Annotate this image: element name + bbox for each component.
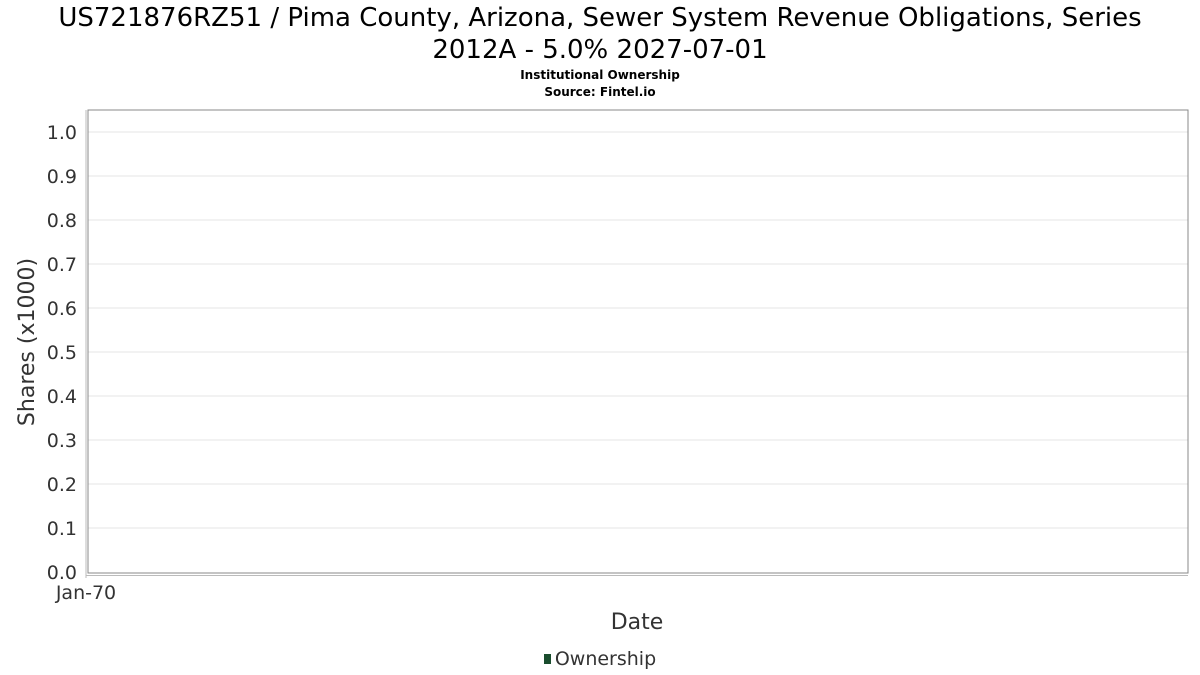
chart-source: Source: Fintel.io (544, 85, 656, 99)
y-tick-label: 0.3 (47, 430, 77, 452)
legend-label-ownership: Ownership (554, 648, 657, 670)
y-tick-label: 0.4 (47, 386, 77, 408)
y-tick-label: 0.1 (47, 518, 77, 540)
chart-title-line-2: 2012A - 5.0% 2027-07-01 (432, 35, 768, 65)
y-axis-title: Shares (x1000) (15, 258, 40, 426)
chart-subtitle: Institutional Ownership (520, 68, 680, 82)
y-tick-label: 0.2 (47, 474, 77, 496)
y-tick-label: 0.9 (47, 166, 77, 188)
chart-title-line-1: US721876RZ51 / Pima County, Arizona, Sew… (58, 3, 1142, 33)
y-tick-label: 0.5 (47, 342, 77, 364)
legend-swatch-ownership (543, 654, 551, 664)
x-tick-labels: Jan-70 (55, 582, 116, 604)
y-tick-labels: 0.0 0.1 0.2 0.3 0.4 0.5 0.6 0.7 0.8 0.9 1.0 (47, 122, 77, 584)
y-tick-label: 0.8 (47, 210, 77, 232)
chart-legend: Ownership (0, 647, 1200, 671)
y-tick-label: 0.7 (47, 254, 77, 276)
y-tick-label: 0.0 (47, 562, 77, 584)
y-tick-label: 0.6 (47, 298, 77, 320)
x-tick-label: Jan-70 (55, 582, 116, 604)
grid-lines (88, 131, 1188, 529)
x-axis-title: Date (611, 610, 664, 635)
y-tick-label: 1.0 (47, 122, 77, 144)
plot-area-border (87, 109, 1189, 574)
